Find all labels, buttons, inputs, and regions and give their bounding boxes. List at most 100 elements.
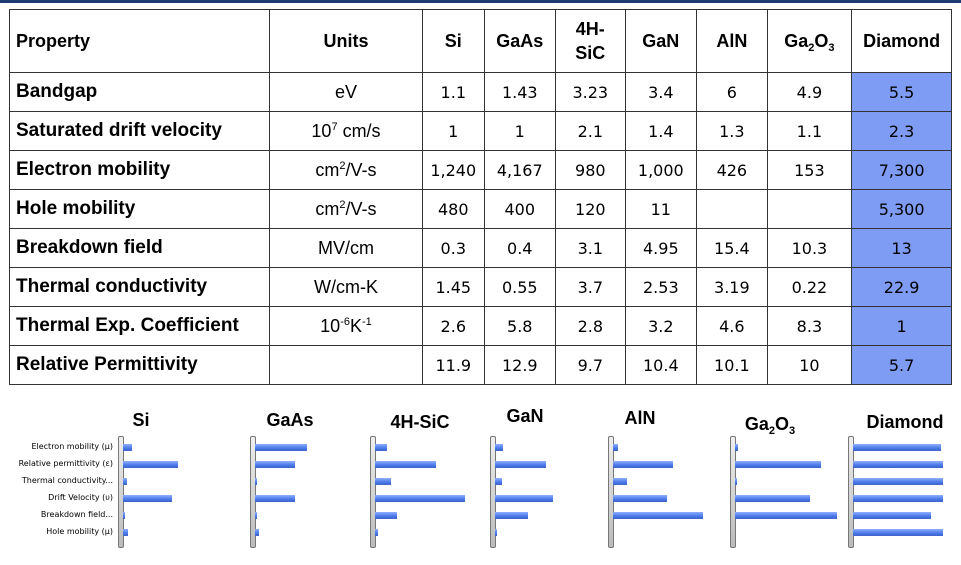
value-cell: 980 bbox=[555, 150, 626, 190]
property-name: Hole mobility bbox=[9, 189, 270, 229]
chart-axis bbox=[608, 436, 614, 548]
value-cell: 1.1 bbox=[766, 111, 853, 151]
chart-bar bbox=[735, 512, 837, 519]
chart-bar bbox=[375, 495, 465, 502]
value-cell: 22.9 bbox=[851, 267, 952, 307]
value-cell: 10.1 bbox=[696, 345, 768, 385]
chart-bar bbox=[495, 461, 546, 468]
chart-category-label: Thermal conductivity... bbox=[21, 476, 113, 485]
value-cell: 3.2 bbox=[624, 306, 698, 346]
value-cell: 1.1 bbox=[422, 72, 485, 112]
value-cell: 1 bbox=[851, 306, 952, 346]
chart-bar bbox=[123, 495, 172, 502]
value-cell: 5,300 bbox=[851, 189, 952, 229]
chart-bar bbox=[613, 512, 703, 519]
chart-axis bbox=[118, 436, 124, 548]
value-cell: 8.3 bbox=[766, 306, 853, 346]
properties-table: Property Units Si GaAs 4H- SiC GaN AlN Ga2O3 Diam… bbox=[9, 9, 952, 385]
value-cell: 5.5 bbox=[851, 72, 952, 112]
chart-panel-title: Diamond bbox=[866, 412, 944, 432]
chart-bar bbox=[495, 444, 503, 451]
table-row: Thermal Exp. Coefficient 10-6K-1 2.6 5.8 2.8… bbox=[9, 306, 952, 346]
value-cell: 1.45 bbox=[422, 267, 485, 307]
chart-bar bbox=[853, 444, 941, 451]
property-unit: cm2/V-s bbox=[268, 189, 424, 229]
header-accent-line bbox=[0, 0, 961, 3]
chart-bar bbox=[613, 461, 673, 468]
value-cell: 3.23 bbox=[555, 72, 626, 112]
chart-bar bbox=[375, 478, 391, 485]
column-header: 4H- SiC bbox=[555, 9, 626, 73]
chart-bar bbox=[255, 512, 257, 519]
property-unit: MV/cm bbox=[268, 228, 424, 268]
value-cell: 3.4 bbox=[624, 72, 698, 112]
value-cell: 4.9 bbox=[766, 72, 853, 112]
chart-axis bbox=[250, 436, 256, 548]
property-name: Electron mobility bbox=[9, 150, 270, 190]
table-row: Thermal conductivity W/cm-K 1.45 0.55 3.7 2.5… bbox=[9, 267, 952, 307]
chart-bar bbox=[613, 495, 667, 502]
chart-bar bbox=[735, 478, 737, 485]
chart-bar bbox=[123, 461, 178, 468]
property-name: Relative Permittivity bbox=[9, 345, 270, 385]
value-cell: 10.3 bbox=[766, 228, 853, 268]
column-header: Property bbox=[9, 9, 270, 73]
chart-axis bbox=[370, 436, 376, 548]
value-cell: 3.7 bbox=[555, 267, 626, 307]
property-name: Bandgap bbox=[9, 72, 270, 112]
chart-bar bbox=[853, 512, 931, 519]
value-cell: 2.3 bbox=[851, 111, 952, 151]
column-header: Ga2O3 bbox=[766, 9, 853, 73]
value-cell: 0.3 bbox=[422, 228, 485, 268]
value-cell: 1,240 bbox=[422, 150, 485, 190]
chart-bar bbox=[375, 512, 397, 519]
column-header: Units bbox=[268, 9, 424, 73]
property-unit: W/cm-K bbox=[268, 267, 424, 307]
chart-panel-title: Si bbox=[132, 410, 150, 430]
chart-panel-title: GaAs bbox=[266, 410, 314, 430]
chart-bar bbox=[123, 478, 127, 485]
column-header: GaAs bbox=[483, 9, 557, 73]
chart-bar bbox=[495, 529, 497, 536]
chart-bar bbox=[123, 444, 132, 451]
value-cell: 6 bbox=[696, 72, 768, 112]
chart-axis bbox=[848, 436, 854, 548]
value-cell: 13 bbox=[851, 228, 952, 268]
value-cell: 1 bbox=[422, 111, 485, 151]
value-cell: 10 bbox=[766, 345, 853, 385]
value-cell: 153 bbox=[766, 150, 853, 190]
value-cell: 4.6 bbox=[696, 306, 768, 346]
value-cell: 3.19 bbox=[696, 267, 768, 307]
value-cell: 120 bbox=[555, 189, 626, 229]
chart-panel-title: Ga2O3 bbox=[744, 414, 796, 437]
chart-bar bbox=[853, 495, 943, 502]
chart-bar bbox=[123, 529, 128, 536]
value-cell: 15.4 bbox=[696, 228, 768, 268]
chart-bar bbox=[255, 495, 295, 502]
chart-category-label: Relative permittivity (ε) bbox=[18, 459, 113, 468]
column-header: GaN bbox=[624, 9, 698, 73]
table-row: Breakdown field MV/cm 0.3 0.4 3.1 4.95 15.4 10.… bbox=[9, 228, 952, 268]
property-name: Thermal conductivity bbox=[9, 267, 270, 307]
chart-bar bbox=[375, 529, 378, 536]
value-cell: 1.3 bbox=[696, 111, 768, 151]
table-row: Electron mobility cm2/V-s 1,240 4,167 980 1,0… bbox=[9, 150, 952, 190]
property-name: Saturated drift velocity bbox=[9, 111, 270, 151]
comparison-bar-charts: Electron mobility (μ) Relative permittivi… bbox=[0, 392, 961, 565]
chart-category-label: Hole mobility (μ) bbox=[46, 527, 113, 536]
chart-bar bbox=[495, 495, 553, 502]
column-header: Si bbox=[422, 9, 485, 73]
chart-bar bbox=[853, 529, 943, 536]
value-cell: 1.43 bbox=[483, 72, 557, 112]
value-cell: 2.1 bbox=[555, 111, 626, 151]
value-cell: 4,167 bbox=[483, 150, 557, 190]
chart-bar bbox=[735, 495, 810, 502]
value-cell: 11.9 bbox=[422, 345, 485, 385]
property-unit: 107 cm/s bbox=[268, 111, 424, 151]
value-cell: 400 bbox=[483, 189, 557, 229]
value-cell: 11 bbox=[624, 189, 698, 229]
value-cell: 12.9 bbox=[483, 345, 557, 385]
value-cell: 4.95 bbox=[624, 228, 698, 268]
chart-bar bbox=[255, 461, 295, 468]
value-cell: 0.4 bbox=[483, 228, 557, 268]
